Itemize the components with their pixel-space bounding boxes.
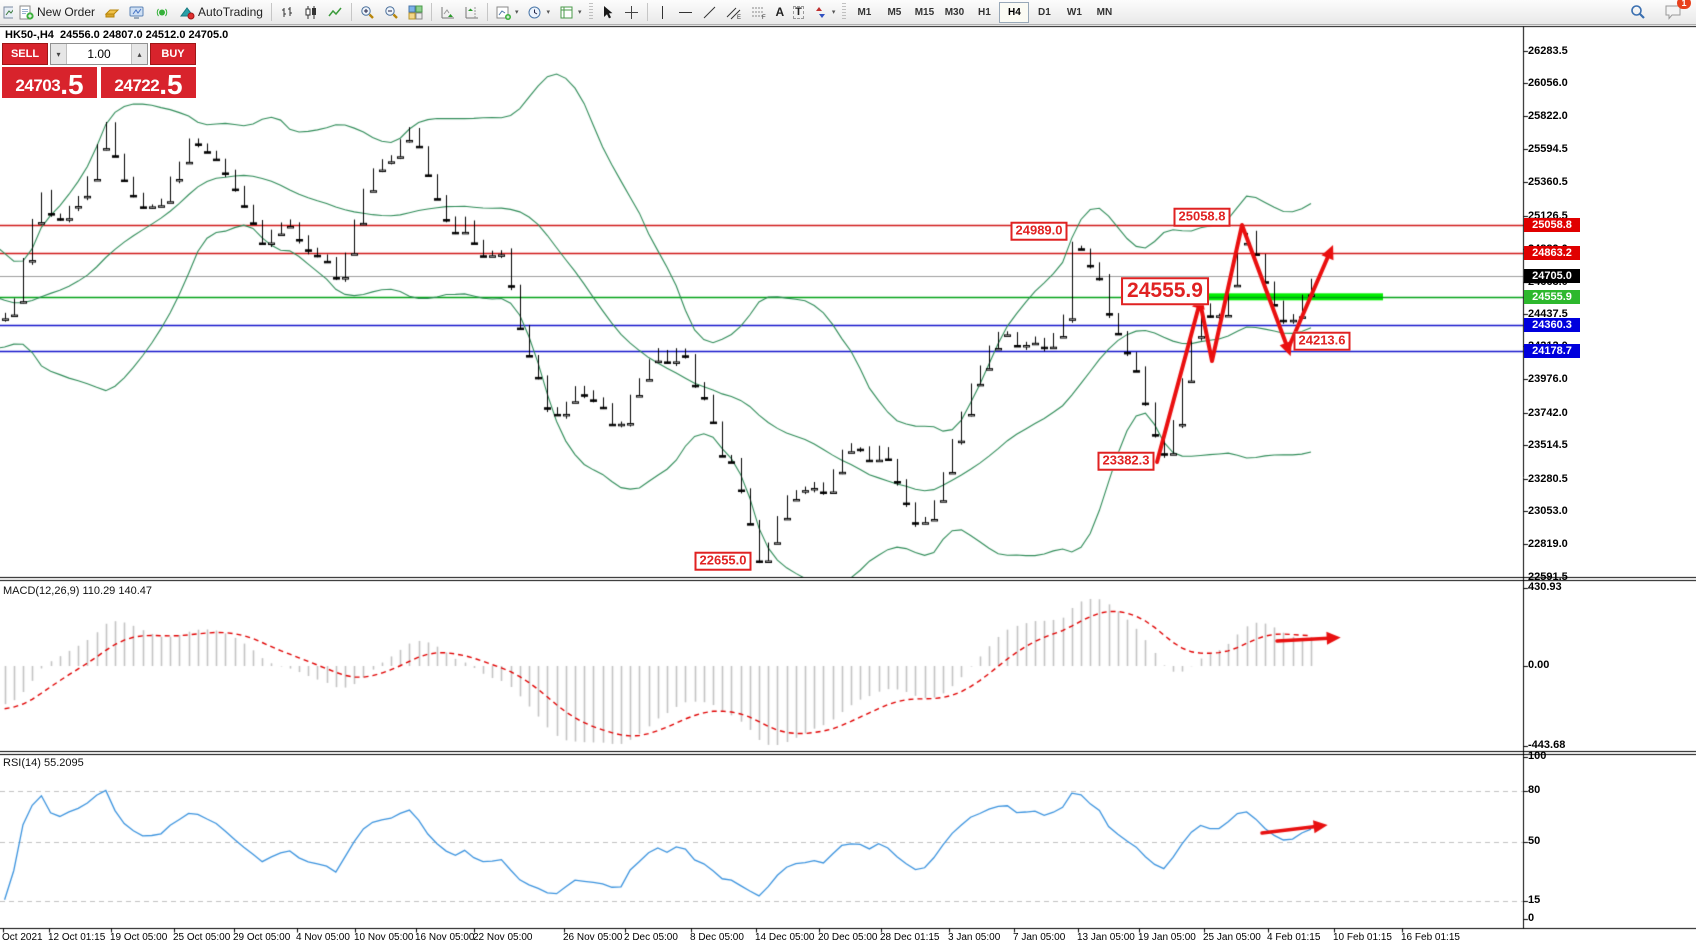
chart-title: HK50-,H4 24556.0 24807.0 24512.0 24705.0 xyxy=(5,29,228,41)
autotrading-icon xyxy=(180,6,195,19)
separator xyxy=(486,3,488,21)
trade-panel-controls: SELL ▾ 1.00 ▴ BUY xyxy=(2,43,196,65)
separator xyxy=(430,3,432,21)
vertical-line-tool-icon[interactable] xyxy=(652,1,673,24)
buy-button[interactable]: BUY xyxy=(150,43,196,65)
trade-panel-prices: 24703.5 24722.5 xyxy=(2,67,196,99)
line-chart-icon[interactable] xyxy=(324,1,347,24)
toolbar-grip[interactable] xyxy=(588,3,593,21)
dropdown-caret-icon[interactable]: ▾ xyxy=(514,9,519,16)
chart-shift-icon[interactable] xyxy=(460,1,483,24)
timeframe-m1[interactable]: M1 xyxy=(857,6,872,18)
arrows-tool-icon[interactable]: ▾ xyxy=(809,1,840,24)
volume-value[interactable]: 1.00 xyxy=(87,47,111,61)
charts-gold-icon[interactable] xyxy=(100,1,124,24)
cursor-icon[interactable] xyxy=(596,1,619,24)
symbol-period-label: HK50-,H4 xyxy=(5,29,54,41)
sell-price[interactable]: 24703.5 xyxy=(2,67,97,99)
toolbar-right: 1 xyxy=(1626,0,1694,24)
toolbar: New Order AutoTrading xyxy=(0,0,1696,25)
notification-badge: 1 xyxy=(1677,0,1691,9)
toolbar-grip[interactable] xyxy=(842,3,847,21)
trendline-tool-icon[interactable] xyxy=(698,1,721,24)
one-click-trading-panel: SELL ▾ 1.00 ▴ BUY 24703.5 24722.5 xyxy=(2,43,196,99)
rsi-indicator-label: RSI(14) 55.2095 xyxy=(3,757,84,769)
separator xyxy=(270,3,272,21)
new-chart-icon[interactable]: ▾ xyxy=(492,1,523,24)
timeframe-group: M1 M5 M15 M30 H1 H4 D1 W1 MN xyxy=(849,1,1119,23)
signals-icon[interactable] xyxy=(150,1,174,24)
timeframe-d1[interactable]: D1 xyxy=(1038,6,1051,18)
svg-text:F: F xyxy=(762,15,766,20)
sell-button[interactable]: SELL xyxy=(2,43,48,65)
dropdown-caret-icon[interactable]: ▾ xyxy=(577,9,582,16)
new-order-button[interactable]: New Order xyxy=(15,2,99,23)
zoom-in-icon[interactable] xyxy=(356,1,379,24)
autotrading-button[interactable]: AutoTrading xyxy=(175,2,267,23)
timeframe-m30[interactable]: M30 xyxy=(944,6,965,18)
ohlc-values: 24556.0 24807.0 24512.0 24705.0 xyxy=(60,29,229,41)
search-icon[interactable] xyxy=(1626,1,1650,24)
separator xyxy=(350,3,352,21)
timeframe-m5[interactable]: M5 xyxy=(887,6,902,18)
terminal-icon[interactable] xyxy=(125,1,149,24)
autotrading-label: AutoTrading xyxy=(198,5,263,19)
timeframe-h1[interactable]: H1 xyxy=(978,6,991,18)
candlestick-chart-icon[interactable] xyxy=(300,1,323,24)
profiles-clock-icon[interactable]: ▾ xyxy=(523,1,554,24)
auto-scroll-icon[interactable] xyxy=(436,1,459,24)
tile-windows-icon[interactable] xyxy=(404,1,427,24)
volume-decrease-button[interactable]: ▾ xyxy=(51,44,67,64)
timeframe-h4[interactable]: H4 xyxy=(999,1,1030,23)
new-order-label: New Order xyxy=(37,5,96,19)
zoom-out-icon[interactable] xyxy=(380,1,403,24)
buy-price[interactable]: 24722.5 xyxy=(101,67,196,99)
fibonacci-tool-icon[interactable]: F xyxy=(747,1,771,24)
timeframe-m15[interactable]: M15 xyxy=(914,6,935,18)
svg-text:E: E xyxy=(737,15,741,20)
volume-increase-button[interactable]: ▴ xyxy=(131,44,147,64)
notifications-icon[interactable]: 1 xyxy=(1660,0,1691,24)
window-chart-icon[interactable] xyxy=(2,1,14,24)
timeframe-mn[interactable]: MN xyxy=(1096,6,1113,18)
text-label-tool-icon[interactable]: T xyxy=(793,5,804,19)
new-order-icon xyxy=(19,5,34,20)
text-tool-icon[interactable]: A xyxy=(775,5,785,19)
timeframe-w1[interactable]: W1 xyxy=(1066,6,1082,18)
crosshair-icon[interactable] xyxy=(620,1,643,24)
volume-spinner[interactable]: ▾ 1.00 ▴ xyxy=(50,43,148,65)
equidistant-channel-tool-icon[interactable]: E xyxy=(722,1,746,24)
bar-chart-icon[interactable] xyxy=(276,1,299,24)
horizontal-line-tool-icon[interactable] xyxy=(674,1,697,24)
separator xyxy=(646,3,648,21)
dropdown-caret-icon[interactable]: ▾ xyxy=(831,9,836,16)
templates-icon[interactable]: ▾ xyxy=(555,1,586,24)
macd-indicator-label: MACD(12,26,9) 110.29 140.47 xyxy=(3,585,152,597)
dropdown-caret-icon[interactable]: ▾ xyxy=(546,9,550,16)
